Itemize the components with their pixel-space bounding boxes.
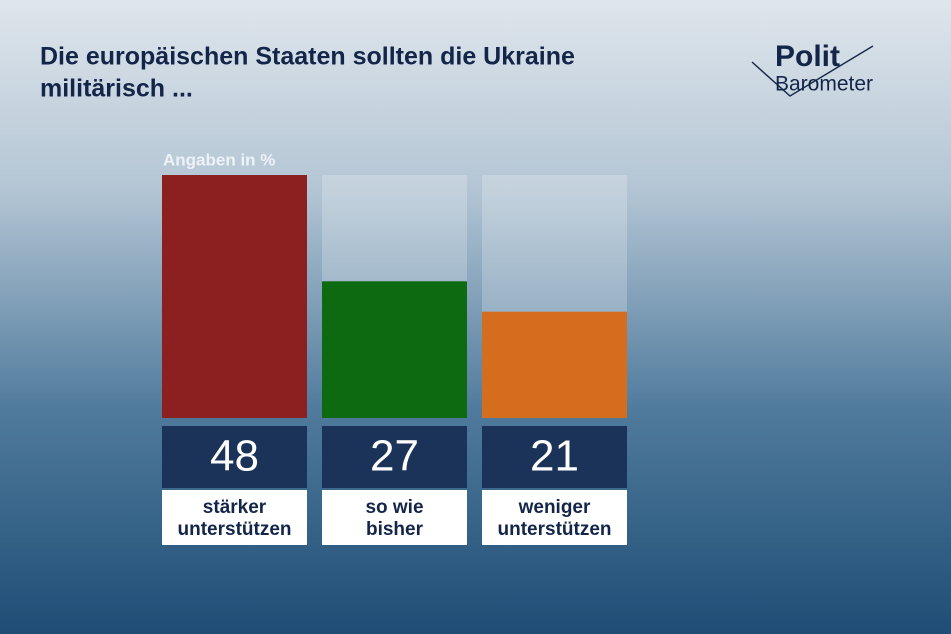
logo-text: Polit (775, 40, 840, 73)
category-box (482, 490, 627, 545)
chart-title: militärisch ... (40, 75, 193, 103)
logo-text: Barometer (775, 73, 873, 96)
value-box (162, 426, 307, 488)
value-box (322, 426, 467, 488)
bar (322, 281, 467, 418)
category-box (322, 490, 467, 545)
chart-subtitle: Angaben in % (163, 150, 275, 169)
category-label: so wie (365, 497, 423, 518)
value-label: 27 (370, 432, 419, 481)
bar (482, 311, 627, 418)
category-label: unterstützen (498, 519, 612, 540)
chart-title: Die europäischen Staaten sollten die Ukr… (40, 43, 575, 71)
value-label: 21 (530, 432, 579, 481)
category-label: stärker (203, 497, 267, 518)
category-label: unterstützen (178, 519, 292, 540)
logo: Polit Barometer (751, 40, 874, 97)
category-label: bisher (366, 519, 424, 540)
category-box (162, 490, 307, 545)
value-label: 48 (210, 432, 259, 481)
value-box (482, 426, 627, 488)
category-label: weniger (518, 497, 591, 518)
bar (162, 175, 307, 418)
logo-check (751, 45, 874, 97)
